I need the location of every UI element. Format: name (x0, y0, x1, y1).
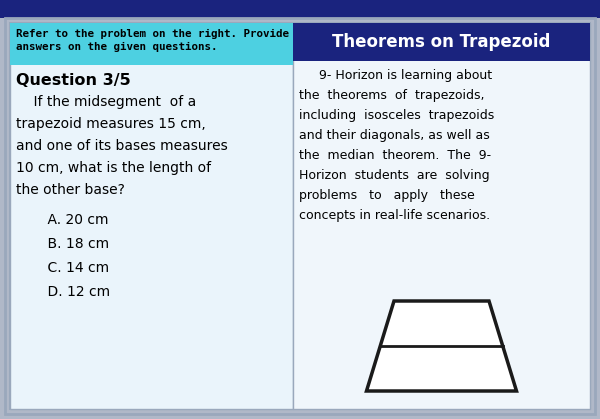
Text: 10 cm, what is the length of: 10 cm, what is the length of (16, 161, 211, 175)
Text: A. 20 cm: A. 20 cm (30, 213, 109, 227)
Polygon shape (367, 301, 517, 391)
Text: C. 14 cm: C. 14 cm (30, 261, 109, 275)
Text: problems   to   apply   these: problems to apply these (299, 189, 475, 202)
Text: including  isosceles  trapezoids: including isosceles trapezoids (299, 109, 494, 122)
Text: If the midsegment  of a: If the midsegment of a (16, 95, 196, 109)
Text: the  theorems  of  trapezoids,: the theorems of trapezoids, (299, 89, 485, 102)
Text: concepts in real-life scenarios.: concepts in real-life scenarios. (299, 209, 490, 222)
Text: and their diagonals, as well as: and their diagonals, as well as (299, 129, 490, 142)
Text: trapezoid measures 15 cm,: trapezoid measures 15 cm, (16, 117, 206, 131)
Text: Horizon  students  are  solving: Horizon students are solving (299, 169, 490, 182)
Text: and one of its bases measures: and one of its bases measures (16, 139, 228, 153)
Bar (10, 23, 293, 409)
Text: B. 18 cm: B. 18 cm (30, 237, 109, 251)
Bar (10, 23, 293, 65)
Text: answers on the given questions.: answers on the given questions. (16, 42, 218, 52)
Bar (293, 23, 590, 409)
Bar (293, 23, 590, 61)
Text: Theorems on Trapezoid: Theorems on Trapezoid (332, 33, 551, 51)
Text: 9- Horizon is learning about: 9- Horizon is learning about (299, 69, 492, 82)
Text: D. 12 cm: D. 12 cm (30, 285, 110, 299)
Text: the other base?: the other base? (16, 183, 125, 197)
Text: Refer to the problem on the right. Provide: Refer to the problem on the right. Provi… (16, 29, 289, 39)
Bar (0, 0, 600, 18)
Text: the  median  theorem.  The  9-: the median theorem. The 9- (299, 149, 491, 162)
Text: Question 3/5: Question 3/5 (16, 73, 131, 88)
